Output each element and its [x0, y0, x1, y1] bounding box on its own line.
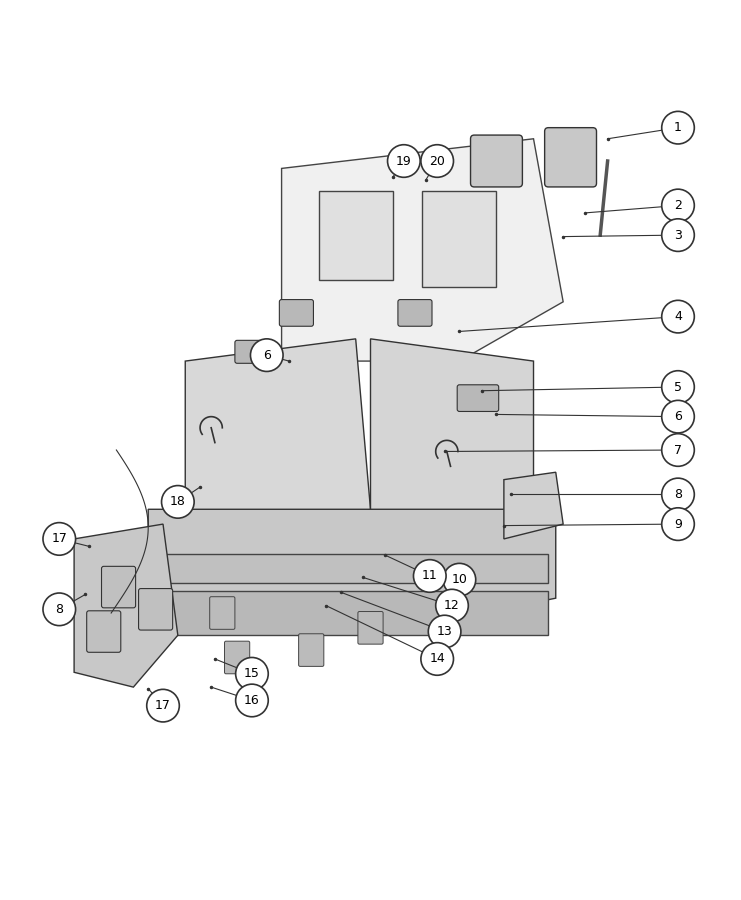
Polygon shape [185, 339, 370, 562]
Text: 9: 9 [674, 518, 682, 531]
Circle shape [43, 523, 76, 555]
Circle shape [162, 486, 194, 518]
Text: 8: 8 [56, 603, 63, 616]
Text: 16: 16 [244, 694, 260, 707]
Circle shape [662, 371, 694, 403]
Bar [422, 191, 496, 287]
Text: 14: 14 [429, 652, 445, 665]
Text: 18: 18 [170, 495, 186, 508]
Circle shape [421, 145, 453, 177]
Circle shape [436, 590, 468, 622]
Circle shape [43, 593, 76, 626]
Circle shape [662, 400, 694, 433]
FancyBboxPatch shape [471, 135, 522, 187]
Circle shape [421, 643, 453, 675]
Circle shape [250, 339, 283, 372]
Text: 17: 17 [51, 533, 67, 545]
Bar [163, 590, 548, 635]
Polygon shape [282, 139, 563, 361]
Text: 10: 10 [451, 573, 468, 586]
Text: 6: 6 [674, 410, 682, 423]
Polygon shape [148, 509, 556, 620]
Text: 20: 20 [429, 155, 445, 167]
Circle shape [662, 112, 694, 144]
Text: 2: 2 [674, 199, 682, 212]
Circle shape [662, 301, 694, 333]
Circle shape [662, 478, 694, 511]
FancyBboxPatch shape [358, 611, 383, 644]
Circle shape [662, 508, 694, 540]
FancyBboxPatch shape [545, 128, 597, 187]
Text: 17: 17 [155, 699, 171, 712]
Text: 7: 7 [674, 444, 682, 456]
FancyBboxPatch shape [210, 597, 235, 629]
FancyBboxPatch shape [225, 641, 250, 674]
Circle shape [662, 189, 694, 221]
Polygon shape [370, 339, 534, 562]
Text: 19: 19 [396, 155, 412, 167]
Circle shape [443, 563, 476, 596]
Circle shape [236, 684, 268, 716]
Text: 3: 3 [674, 229, 682, 241]
Bar [163, 554, 548, 583]
Text: 4: 4 [674, 310, 682, 323]
Circle shape [147, 689, 179, 722]
Text: 5: 5 [674, 381, 682, 393]
FancyBboxPatch shape [102, 566, 136, 608]
Polygon shape [504, 472, 563, 539]
Text: 15: 15 [244, 667, 260, 680]
FancyBboxPatch shape [299, 634, 324, 666]
FancyBboxPatch shape [139, 589, 173, 630]
FancyBboxPatch shape [87, 611, 121, 652]
Circle shape [388, 145, 420, 177]
Circle shape [662, 219, 694, 251]
Text: 11: 11 [422, 570, 438, 582]
Bar [319, 191, 393, 280]
Polygon shape [74, 524, 178, 687]
Text: 1: 1 [674, 122, 682, 134]
Circle shape [236, 658, 268, 690]
Circle shape [413, 560, 446, 592]
Text: 6: 6 [263, 348, 270, 362]
Text: 12: 12 [444, 599, 460, 612]
FancyBboxPatch shape [398, 300, 432, 327]
Circle shape [662, 434, 694, 466]
FancyBboxPatch shape [457, 385, 499, 411]
Circle shape [428, 616, 461, 648]
FancyBboxPatch shape [279, 300, 313, 327]
Text: 13: 13 [436, 625, 453, 638]
FancyBboxPatch shape [235, 340, 269, 364]
Text: 8: 8 [674, 488, 682, 501]
